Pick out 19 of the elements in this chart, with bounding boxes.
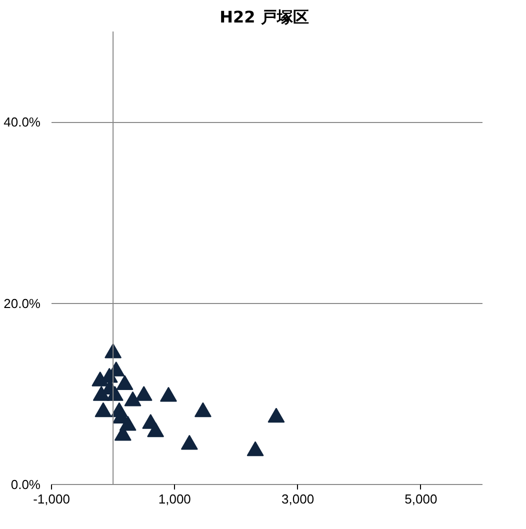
point <box>135 386 152 401</box>
point <box>160 386 177 402</box>
y-tick-label: 20.0% <box>4 296 41 311</box>
y-tick-label: 0.0% <box>10 477 41 492</box>
point <box>180 434 198 450</box>
y-tick-label: 40.0% <box>4 114 41 130</box>
point <box>246 441 264 456</box>
point <box>194 402 212 418</box>
point <box>124 391 142 406</box>
point <box>147 422 164 438</box>
point <box>106 386 124 401</box>
point <box>94 402 112 418</box>
x-tick-label: -1,000 <box>33 492 70 506</box>
x-tick-label: 3,000 <box>282 492 314 506</box>
x-tick-label: 5,000 <box>404 492 438 506</box>
chart-title: H22 戸塚区 <box>220 8 309 26</box>
point <box>116 375 134 390</box>
point <box>268 408 285 423</box>
x-tick-label: 1,000 <box>158 492 191 506</box>
